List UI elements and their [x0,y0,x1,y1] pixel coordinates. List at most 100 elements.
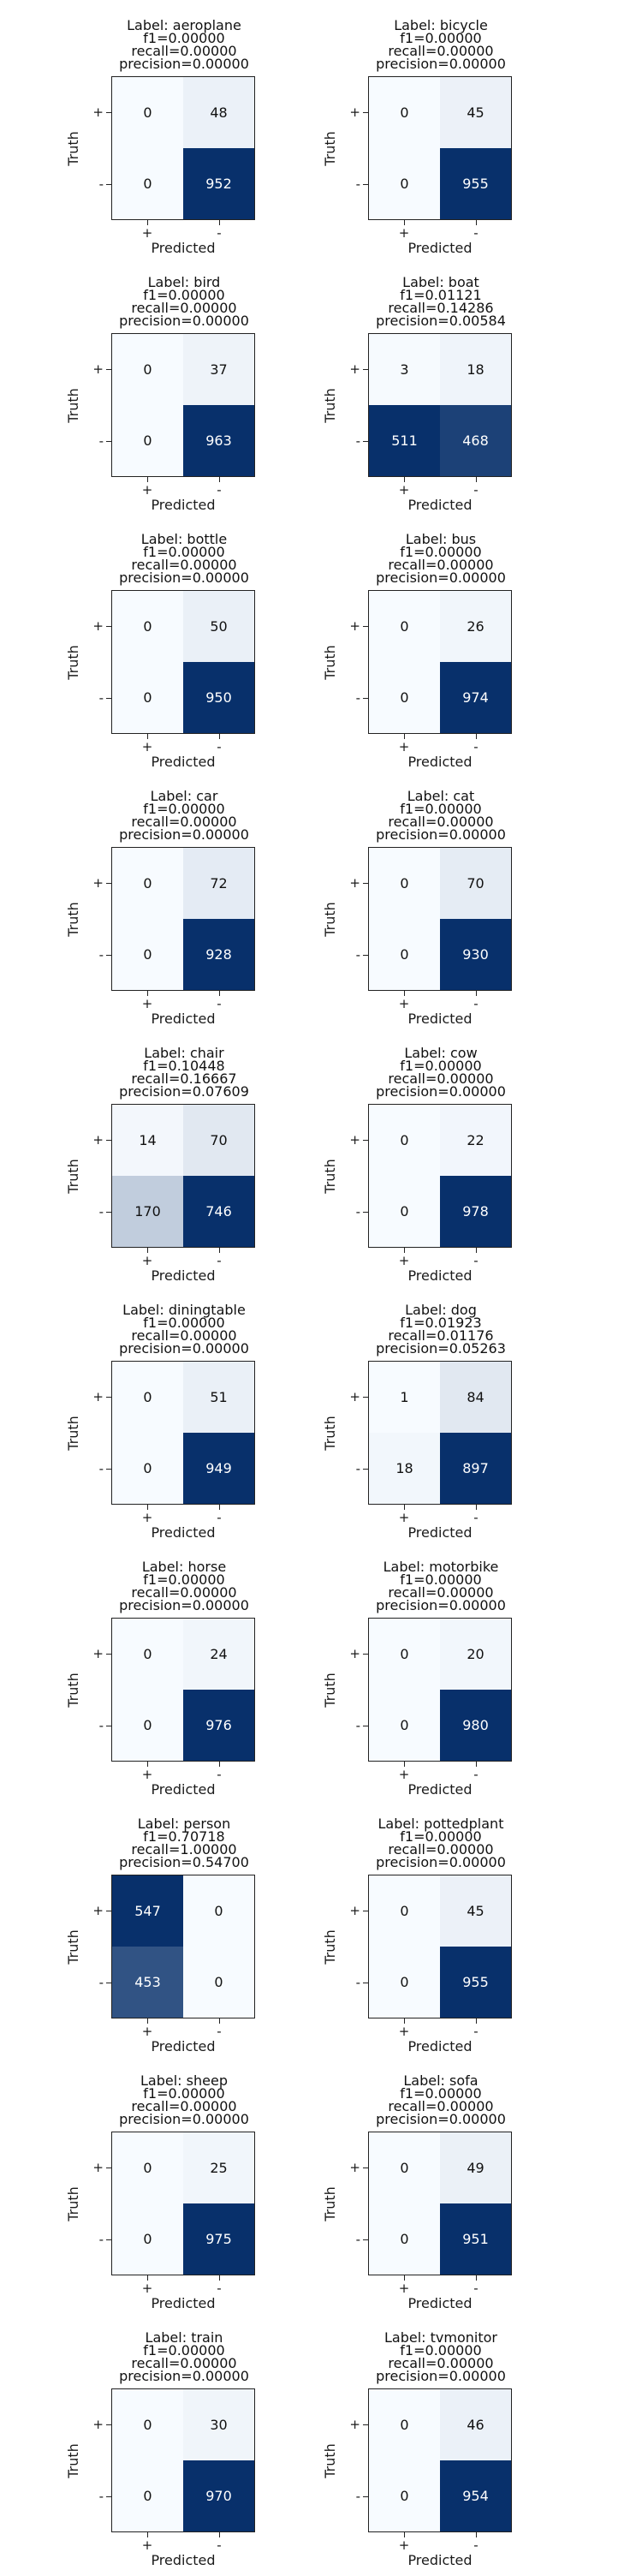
x-tick-label: + [141,2281,153,2296]
x-tick-label: - [217,1767,222,1782]
x-tick-mark [476,220,477,225]
panel-f1: f1=0.00000 [400,1828,482,1845]
y-tick-label: + [92,2160,104,2175]
x-axis-label: Predicted [151,754,216,770]
y-tick-mark [363,2239,368,2240]
x-axis-label: Predicted [407,497,473,513]
x-axis-label: Predicted [407,754,473,770]
x-tick-label: + [141,1510,153,1525]
panel-title: Label: boat f1=0.01121 recall=0.14286 preci… [312,276,569,328]
panel-f1: f1=0.01121 [400,287,482,303]
y-tick-label: + [92,618,104,634]
panel-f1: f1=0.00000 [400,2085,482,2102]
y-tick-label: - [355,176,360,192]
panel-recall: recall=0.00000 [131,43,237,59]
confusion-matrix: 0 37 0 963 [111,333,255,477]
x-axis-label: Predicted [151,2295,216,2311]
x-tick-mark [404,1762,405,1767]
panel-precision: precision=0.54700 [119,1854,249,1870]
panel-recall: recall=0.00000 [388,1841,494,1857]
confusion-matrix-panel: Label: train f1=0.00000 recall=0.00000 prec… [56,2328,312,2576]
confusion-matrix-panel: Label: bird f1=0.00000 recall=0.00000 preci… [56,272,312,521]
x-tick-mark [404,2275,405,2281]
panel-recall: recall=1.00000 [131,1841,237,1857]
confusion-matrix: 0 45 0 955 [368,76,512,220]
x-tick-mark [219,2532,220,2537]
panel-precision: precision=0.00000 [119,56,249,72]
y-tick-label: + [349,1903,360,1918]
y-tick-label: + [349,2417,360,2432]
matrix-cell: 70 [440,848,511,919]
panel-f1: f1=0.01923 [400,1315,482,1331]
x-tick-label: - [217,1510,222,1525]
matrix-cell: 25 [183,2132,254,2203]
x-tick-mark [219,991,220,996]
matrix-cell: 0 [112,77,183,148]
confusion-matrix: 0 48 0 952 [111,76,255,220]
x-tick-mark [147,2532,148,2537]
x-tick-label: + [398,1253,410,1268]
y-tick-label: - [355,690,360,706]
matrix-cell: 0 [112,2203,183,2275]
x-axis-label: Predicted [151,2038,216,2054]
confusion-matrix-panel: Label: aeroplane f1=0.00000 recall=0.00000… [56,15,312,264]
confusion-matrix-panel: Label: bottle f1=0.00000 recall=0.00000 pre… [56,529,312,778]
y-axis-label: Truth [64,1158,81,1194]
matrix-cell: 24 [183,1619,254,1690]
panel-recall: recall=0.00000 [388,557,494,573]
x-tick-mark [404,1248,405,1253]
panel-precision: precision=0.07609 [119,1083,249,1100]
panel-f1: f1=0.00000 [143,1571,225,1588]
y-tick-label: - [98,690,104,706]
y-axis-label-wrap: Truth [62,1104,83,1248]
matrix-cell: 72 [183,848,254,919]
matrix-cell: 0 [369,2203,440,2275]
panel-recall: recall=0.00000 [388,1070,494,1087]
x-tick-mark [147,220,148,225]
panel-title: Label: car f1=0.00000 recall=0.00000 precis… [56,788,312,842]
matrix-cell: 928 [183,919,254,990]
x-tick-label: + [398,2537,410,2553]
x-tick-label: + [141,2537,153,2553]
matrix-cell: 0 [369,919,440,990]
matrix-cell: 50 [183,591,254,662]
matrix-cell: 1 [369,1362,440,1433]
y-tick-mark [106,698,111,699]
y-tick-label: + [349,2160,360,2175]
matrix-cell: 20 [440,1619,511,1690]
x-tick-label: - [473,996,479,1011]
confusion-matrix-panel: Label: bus f1=0.00000 recall=0.00000 precis… [312,529,569,778]
y-axis-label: Truth [321,130,338,166]
x-tick-label: - [473,1253,479,1268]
y-axis-label-wrap: Truth [62,847,83,991]
x-axis-label: Predicted [151,1011,216,1027]
x-tick-label: - [473,482,479,498]
matrix-cell: 84 [440,1362,511,1433]
matrix-cell: 0 [183,1875,254,1947]
panel-label: Label: car [150,788,218,804]
y-axis-label: Truth [64,130,81,166]
y-tick-mark [106,1469,111,1470]
matrix-cell: 22 [440,1105,511,1176]
panel-precision: precision=0.00000 [376,569,506,586]
x-tick-label: - [473,2281,479,2296]
matrix-cell: 0 [112,1619,183,1690]
panel-title: Label: bicycle f1=0.00000 recall=0.00000 pr… [312,19,569,71]
matrix-cell: 0 [112,1362,183,1433]
x-axis-label: Predicted [151,240,216,256]
y-axis-label: Truth [321,901,338,937]
panel-title: Label: bottle f1=0.00000 recall=0.00000 pre… [56,533,312,585]
panel-recall: recall=0.00000 [131,1327,237,1344]
x-tick-label: - [217,1253,222,1268]
matrix-cell: 0 [369,148,440,219]
y-axis-label: Truth [64,1672,81,1708]
panel-f1: f1=0.00000 [400,1571,482,1588]
confusion-matrix: 0 24 0 976 [111,1618,255,1762]
x-tick-label: - [217,482,222,498]
y-axis-label: Truth [64,1929,81,1965]
matrix-cell: 511 [369,405,440,476]
x-tick-mark [476,734,477,739]
y-tick-label: + [349,1389,360,1404]
confusion-matrix-panel: Label: boat f1=0.01121 recall=0.14286 preci… [312,272,569,521]
matrix-cell: 70 [183,1105,254,1176]
